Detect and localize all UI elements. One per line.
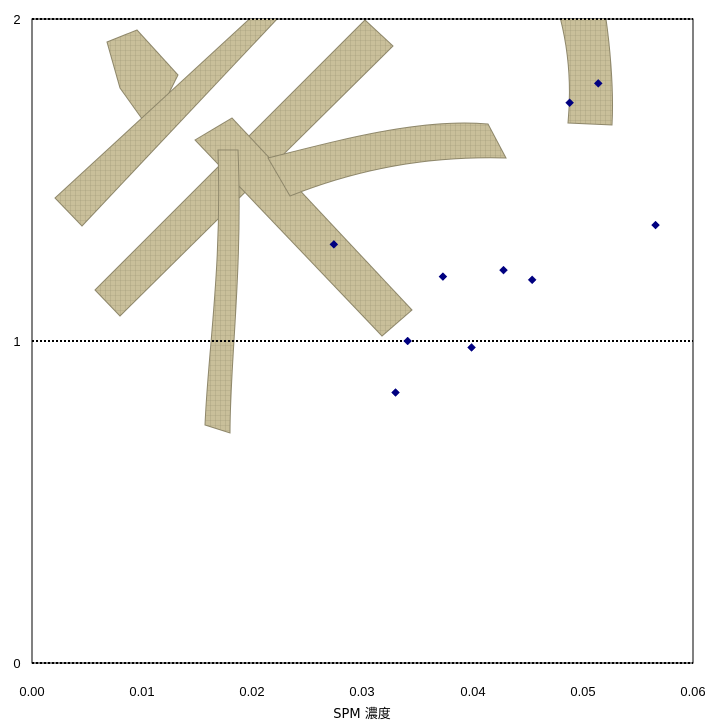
data-point: [593, 79, 603, 88]
data-point: [403, 336, 413, 346]
y-tick-label: 2: [13, 12, 20, 27]
x-tick-label: 0.03: [349, 684, 374, 699]
data-point: [651, 220, 660, 230]
data-point: [527, 275, 537, 285]
watermark-glyph: [54, 19, 614, 434]
x-tick-label: 0.06: [680, 684, 705, 699]
x-axis-title: SPM 濃度: [333, 706, 390, 722]
data-point: [565, 98, 574, 108]
x-tick-label: 0.01: [129, 684, 154, 699]
data-points: [329, 79, 660, 397]
x-tick-label: 0.05: [570, 684, 595, 699]
y-tick-label: 1: [13, 334, 20, 349]
data-point: [329, 240, 339, 249]
data-point: [499, 265, 508, 275]
x-tick-label: 0.00: [19, 684, 44, 699]
data-point: [438, 272, 448, 281]
data-point: [467, 343, 476, 352]
y-axis: 0 1 2: [13, 12, 20, 671]
x-tick-label: 0.04: [460, 684, 485, 699]
x-tick-label: 0.02: [239, 684, 264, 699]
x-axis: 0.00 0.01 0.02 0.03 0.04 0.05 0.06: [19, 684, 705, 699]
data-point: [391, 388, 400, 397]
y-tick-label: 0: [13, 656, 20, 671]
